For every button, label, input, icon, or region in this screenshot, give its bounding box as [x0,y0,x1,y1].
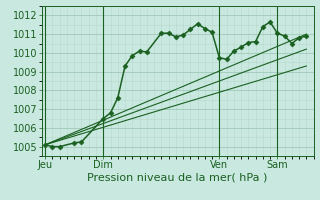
X-axis label: Pression niveau de la mer( hPa ): Pression niveau de la mer( hPa ) [87,173,268,183]
